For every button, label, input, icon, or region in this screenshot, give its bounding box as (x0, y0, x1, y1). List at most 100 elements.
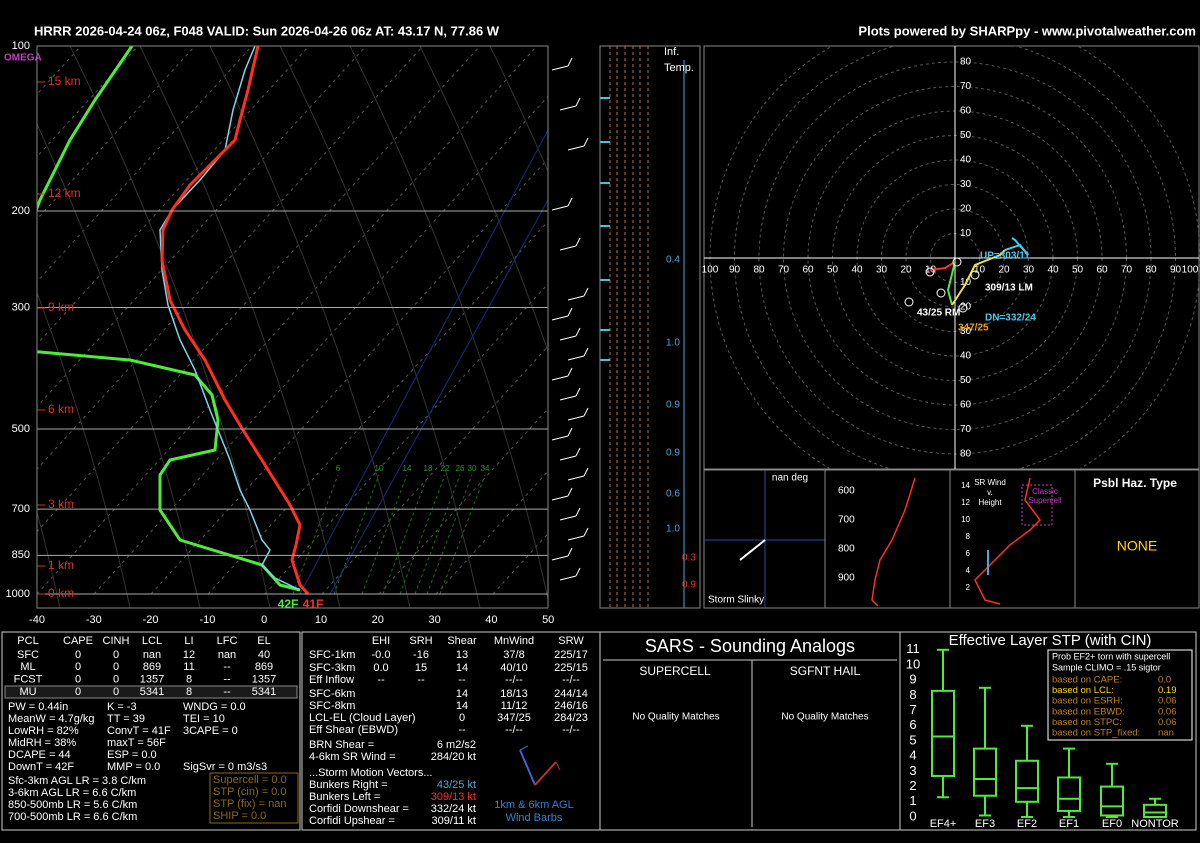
hodo-tick: 30 (1023, 265, 1035, 276)
index-value: SigSvr = 0 m3/s3 (183, 761, 267, 773)
theta-trace (871, 477, 916, 607)
hodo-tick: 100 (702, 265, 719, 276)
thermo-frame (1, 631, 301, 831)
hodo-tick: 60 (960, 106, 972, 117)
table-cell: 0 (75, 649, 81, 661)
inferred-value: 1.0 (666, 338, 680, 349)
table-cell: -- (458, 724, 466, 736)
section-title: ...Storm Motion Vectors... (309, 767, 433, 779)
hodo-marker (936, 288, 946, 298)
table-cell: 284/23 (554, 712, 588, 724)
temp-label: 10 (315, 614, 327, 626)
hodo-tick: 30 (960, 326, 972, 337)
sr-wind-tick: 6 (966, 549, 971, 558)
wind-barb (567, 367, 573, 377)
row-label: SFC-1km (309, 649, 355, 661)
table-cell: -0.0 (372, 649, 391, 661)
mixing-ratio-label: 10 (375, 464, 384, 473)
hodo-marker (958, 303, 968, 313)
hodo-tick: 80 (960, 449, 972, 460)
wetbulb-line (299, 129, 548, 595)
stp-box (973, 747, 997, 797)
table-cell: 347/25 (497, 712, 531, 724)
table-cell: -- (458, 674, 466, 686)
wind-barb (567, 547, 573, 557)
wind-barb (583, 467, 589, 477)
hodo-tick: 50 (960, 375, 972, 386)
temp-label: 30 (428, 614, 440, 626)
row-label: SFC-8km (309, 700, 355, 712)
index-value: DownT = 42F (8, 761, 74, 773)
stp-tick: 4 (909, 748, 916, 763)
hodo-tick: 100 (1182, 265, 1199, 276)
table-cell: 244/14 (554, 688, 588, 700)
isotherm (37, 46, 367, 408)
stp-frame (899, 631, 1197, 831)
sr-wind-tick: 14 (961, 481, 970, 490)
hodo-tick: 20 (900, 265, 912, 276)
stp-box (931, 689, 955, 777)
sr-wind-title: Height (978, 498, 1002, 507)
table-cell: SFC (17, 649, 39, 661)
wind-barb (559, 455, 577, 461)
wind-barb (567, 307, 573, 317)
inferred-value: 1.0 (666, 524, 680, 535)
hodo-marker (925, 267, 935, 277)
table-header: MnWind (494, 635, 534, 647)
wind-barb (551, 435, 569, 441)
temp-label: 0 (261, 614, 267, 626)
dry-adiabat (37, 510, 61, 608)
credit: Plots powered by SHARPpy - www.pivotalwe… (858, 23, 1196, 38)
hodo-marker (952, 257, 962, 267)
wind-barb (567, 415, 585, 421)
wind-barb (567, 295, 585, 301)
table-cell: 1357 (140, 674, 164, 686)
index-value: DCAPE = 44 (8, 749, 71, 761)
severe-param: Supercell = 0.0 (213, 774, 287, 786)
sars-result: No Quality Matches (781, 712, 868, 723)
hodo-annotation: 309/13 LM (985, 283, 1033, 294)
hodo-tick: 40 (851, 265, 863, 276)
wind-barb (567, 475, 585, 481)
barb-1km (519, 745, 529, 751)
lapse-rate: 850-500mb LR = 5.6 C/km (8, 799, 137, 811)
inferred-value: 0.9 (666, 400, 680, 411)
hodo-tick: 10 (960, 228, 972, 239)
stp-legend-value: nan (1158, 728, 1174, 739)
table-cell: --/-- (562, 724, 580, 736)
stp-tick: 9 (909, 672, 916, 687)
wind-barb (583, 347, 589, 357)
sars-result: No Quality Matches (632, 712, 719, 723)
table-cell: -- (223, 661, 231, 673)
table-cell: 14 (456, 662, 468, 674)
temp-label: 20 (372, 614, 384, 626)
table-header: SRH (409, 635, 432, 647)
table-cell: MU (19, 686, 36, 698)
stp-legend-value: 0.06 (1158, 706, 1177, 717)
mixing-ratio-label: 14 (403, 464, 412, 473)
stp-legend-label: based on ESRH: (1052, 696, 1123, 707)
table-cell: 0 (75, 661, 81, 673)
hodo-tick: 40 (960, 351, 972, 362)
row-label: Eff Shear (EBWD) (309, 724, 398, 736)
hodo-tick: 50 (960, 130, 972, 141)
wind-barb (575, 567, 581, 577)
wind-barb (567, 487, 573, 497)
sars-title: SARS - Sounding Analogs (645, 636, 855, 656)
sars-heading: SUPERCELL (639, 664, 711, 678)
row-label: 4-6km SR Wind = (309, 751, 396, 763)
table-cell: 309/11 kt (432, 815, 476, 827)
wind-barb (551, 315, 569, 321)
table-cell: 15 (415, 662, 427, 674)
wind-barb (559, 335, 577, 341)
table-cell: 0 (75, 686, 81, 698)
stp-legend-value: 0.0 (1158, 675, 1171, 686)
inferred-title: Temp. (664, 62, 694, 74)
dry-adiabat (69, 46, 271, 608)
omega-trace (37, 350, 301, 592)
table-header: PCL (17, 635, 38, 647)
omega-label: OMEGA (4, 53, 42, 64)
stp-category: EF3 (975, 818, 995, 830)
hodo-tick: 30 (876, 265, 888, 276)
stp-category: EF0 (1102, 818, 1122, 830)
